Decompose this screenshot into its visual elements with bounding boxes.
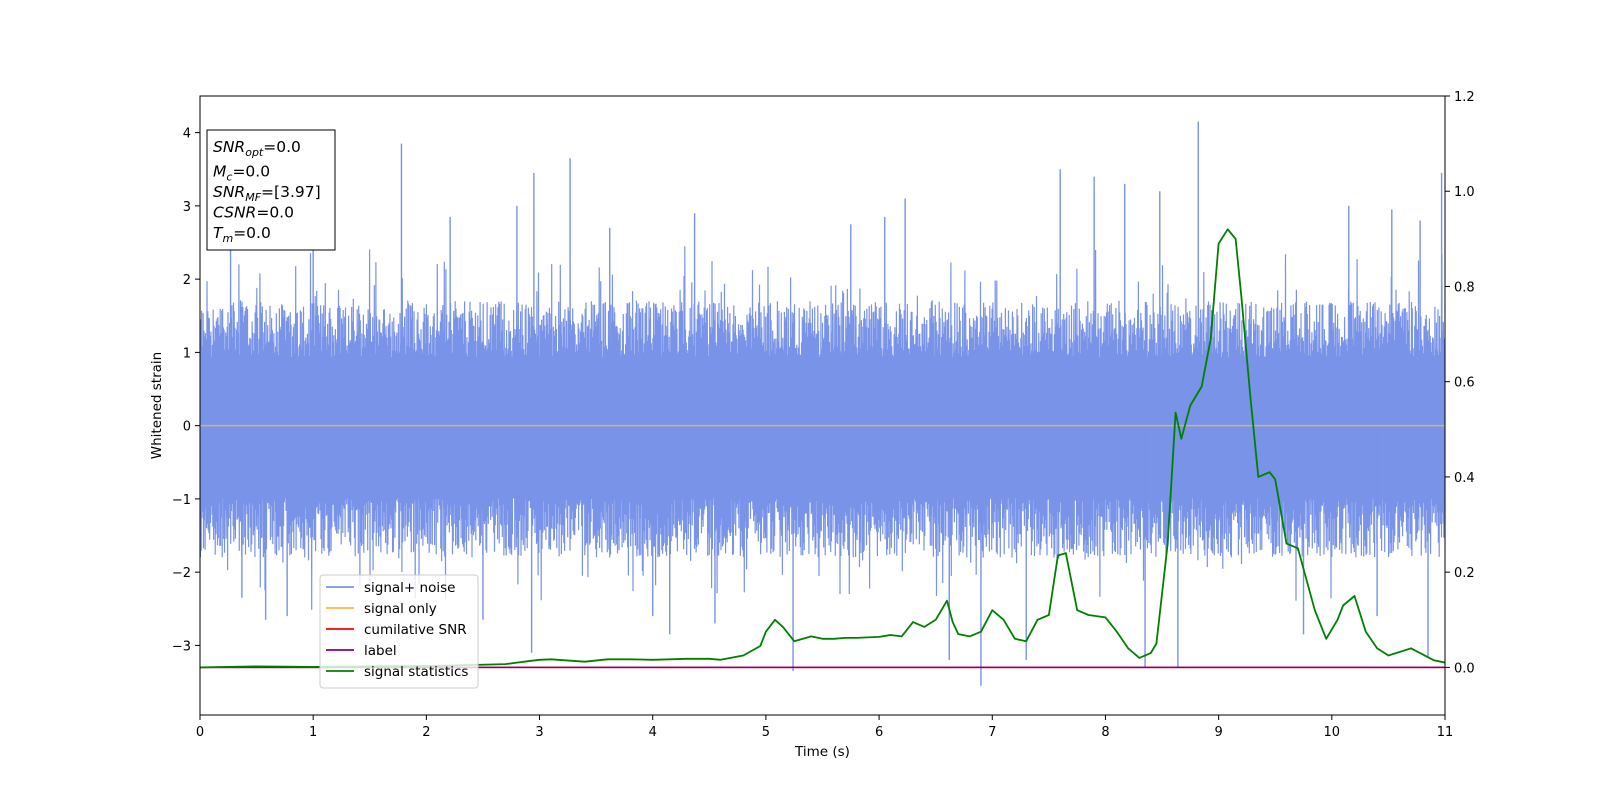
x-tick-label: 10 [1324, 725, 1341, 740]
x-tick-label: 7 [988, 725, 996, 740]
x-tick-label: 0 [196, 725, 204, 740]
legend-entry-label: signal only [364, 601, 437, 617]
y-right-tick-label: 1.0 [1454, 185, 1475, 200]
series-signal-noise-line [200, 246, 1445, 610]
annotation-value: =0.0 [232, 163, 270, 181]
y-right-tick-label: 1.2 [1454, 90, 1475, 105]
annotation-subscript: opt [245, 146, 264, 159]
x-tick-label: 8 [1101, 725, 1109, 740]
y-left-tick-label: −1 [172, 493, 191, 508]
y-left-tick-label: −2 [172, 566, 191, 581]
annotation-box: SNRopt=0.0Mc=0.0SNRMF=[3.97]CSNR=0.0Tm=0… [206, 129, 336, 251]
annotation-value: =0.0 [256, 204, 294, 222]
legend-entry-label: cumilative SNR [364, 622, 467, 638]
annotation-subscript: c [226, 171, 232, 184]
legend-entry-label: label [364, 643, 397, 659]
annotation-line: Mc=0.0 [213, 163, 270, 184]
series-signal-statistics-line [200, 228, 1445, 669]
y-left-tick-label: 4 [183, 127, 191, 142]
annotation-symbol: SNR [213, 183, 245, 201]
y-right-tick-label: 0.0 [1454, 661, 1475, 676]
x-tick-label: 1 [309, 725, 317, 740]
x-tick-label: 2 [422, 725, 430, 740]
annotation-value: =0.0 [233, 224, 271, 242]
annotation-line: SNRMF=[3.97] [213, 183, 321, 204]
annotation-line: SNRopt=0.0 [213, 138, 301, 159]
axes: 0 1 2 3 4 5 6 7 8 9 10 11 −3 −2 −1 0 1 2 3 4 0.0 0.2 0.4 0.6 0.8… [149, 90, 1475, 760]
y-right-tick-label: 0.8 [1454, 280, 1475, 295]
x-tick-label: 9 [1214, 725, 1222, 740]
y-left-tick-label: −3 [172, 639, 191, 654]
y-right-tick-label: 0.2 [1454, 566, 1475, 581]
annotation-symbol: T [213, 224, 224, 242]
annotation-value: =[3.97] [261, 183, 321, 201]
y-right-tick-label: 0.4 [1454, 471, 1475, 486]
y-left-tick-label: 2 [183, 273, 191, 288]
y-left-tick-label: 0 [183, 420, 191, 435]
x-tick-label: 3 [535, 725, 543, 740]
annotation-symbol: M [213, 163, 226, 181]
annotation-value: =0.0 [263, 138, 301, 156]
axes-frame [199, 95, 1446, 716]
y-axis-label: Whitened strain [149, 352, 165, 459]
legend-entry-label: signal statistics [364, 664, 468, 680]
legend-entry-label: signal+ noise [364, 580, 455, 596]
annotation-subscript: m [222, 232, 233, 245]
y-left-tick-label: 1 [183, 346, 191, 361]
y-right-tick-label: 0.6 [1454, 376, 1475, 391]
x-axis-label: Time (s) [794, 744, 850, 760]
annotation-symbol: CSNR [213, 204, 256, 222]
legend: signal+ noise signal only cumilative SNR la… [319, 574, 479, 689]
annotation-subscript: MF [245, 191, 261, 204]
annotation-line: Tm=0.0 [213, 224, 271, 245]
annotation-line: CSNR=0.0 [213, 204, 294, 222]
x-tick-label: 4 [649, 725, 657, 740]
legend-box [319, 574, 479, 689]
annotation-frame [206, 129, 336, 251]
x-tick-label: 11 [1437, 725, 1454, 740]
annotation-symbol: SNR [213, 138, 245, 156]
x-tick-label: 6 [875, 725, 883, 740]
y-left-tick-label: 3 [183, 200, 191, 215]
x-tick-label: 5 [762, 725, 770, 740]
